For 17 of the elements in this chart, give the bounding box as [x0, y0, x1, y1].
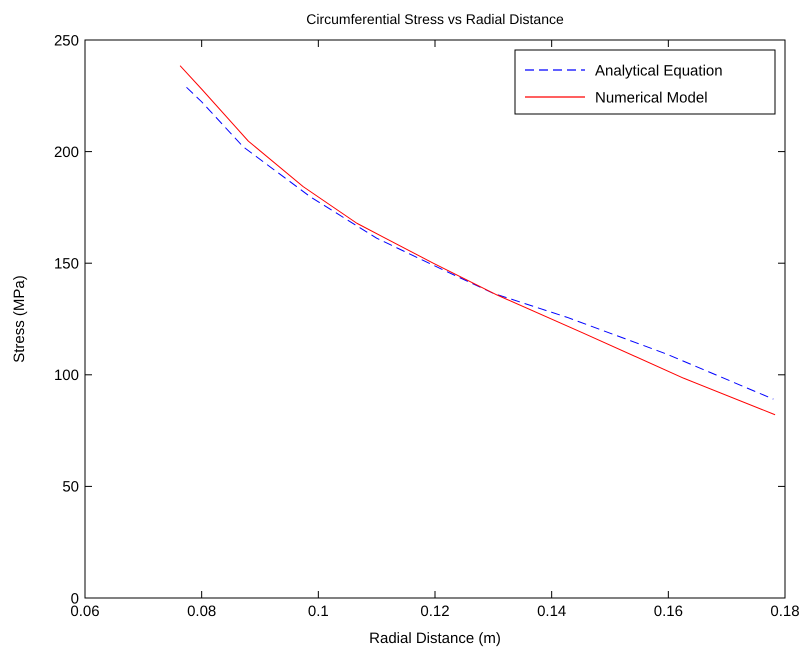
- y-tick-label: 50: [62, 478, 79, 496]
- x-tick-label: 0.14: [537, 603, 566, 620]
- x-tick-label: 0.12: [420, 603, 450, 620]
- x-tick-label: 0.08: [187, 603, 216, 620]
- x-tick-label: 0.06: [70, 603, 100, 620]
- x-tick-label: 0.16: [654, 603, 683, 620]
- y-tick-label: 100: [54, 367, 79, 384]
- x-tick-label: 0.18: [770, 603, 800, 620]
- y-tick-label: 150: [54, 255, 79, 272]
- legend-label: Numerical Model: [595, 89, 708, 106]
- y-tick-label: 250: [54, 32, 79, 50]
- legend-label: Analytical Equation: [595, 62, 723, 80]
- y-tick-label: 200: [54, 144, 79, 161]
- x-axis-title: Radial Distance (m): [369, 630, 501, 647]
- chart-title: Circumferential Stress vs Radial Distance: [306, 11, 564, 27]
- x-tick-label: 0.1: [308, 603, 329, 620]
- y-axis-title: Stress (MPa): [11, 275, 28, 363]
